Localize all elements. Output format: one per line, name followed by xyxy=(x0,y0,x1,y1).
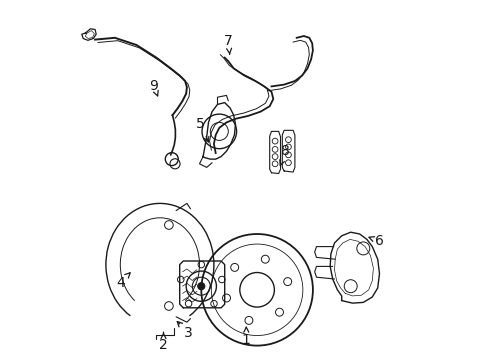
Text: 9: 9 xyxy=(149,79,158,96)
Text: 6: 6 xyxy=(368,234,383,248)
Text: 2: 2 xyxy=(159,332,167,352)
Text: 4: 4 xyxy=(116,273,130,289)
Text: 7: 7 xyxy=(224,35,232,54)
Text: 8: 8 xyxy=(279,144,290,165)
Circle shape xyxy=(197,283,204,290)
Text: 3: 3 xyxy=(177,321,193,340)
Text: 1: 1 xyxy=(242,327,250,347)
Text: 5: 5 xyxy=(196,117,208,142)
